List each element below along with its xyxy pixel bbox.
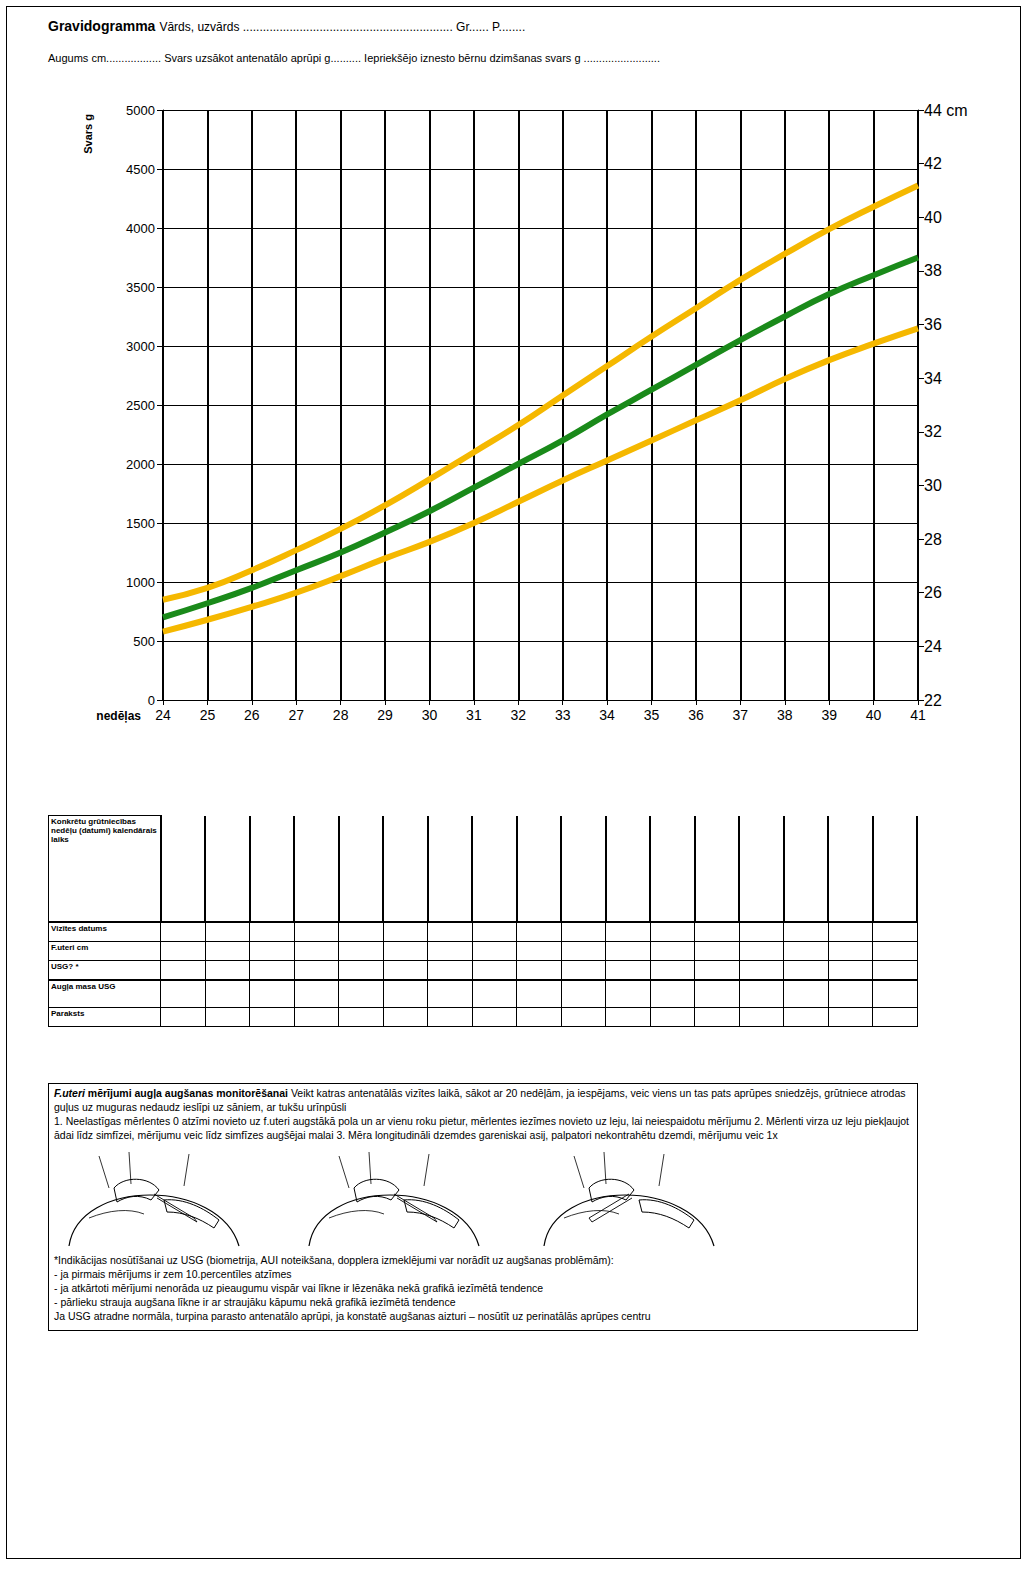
html-text:F.uteri cm: F.uteri cm (51, 943, 89, 952)
html-text:*Indikācijas nosūtīšanai uz US: *Indikācijas nosūtīšanai uz USG (biometr… (54, 1254, 614, 1267)
svg-text:2500: 2500 (126, 398, 155, 413)
svg-text:1500: 1500 (126, 516, 155, 531)
svg-text:36: 36 (688, 707, 704, 723)
svg-text:4500: 4500 (126, 162, 155, 177)
svg-text:39: 39 (821, 707, 837, 723)
html-text:- ja pirmais mērījums ir zem 1: - ja pirmais mērījums ir zem 10.percentī… (54, 1268, 292, 1281)
svg-text:1000: 1000 (126, 575, 155, 590)
html-text:Gravidogramma Vārds, uzvārds .: Gravidogramma Vārds, uzvārds ...........… (48, 18, 526, 34)
svg-text:4000: 4000 (126, 221, 155, 236)
svg-text:24: 24 (924, 638, 942, 655)
svg-text:32: 32 (924, 423, 942, 440)
html-text:1. Neelastīgas mērlentes 0 atz: 1. Neelastīgas mērlentes 0 atzīmi noviet… (54, 1114, 909, 1141)
svg-text:nedēļas: nedēļas (96, 709, 141, 723)
svg-text:30: 30 (422, 707, 438, 723)
svg-text:42: 42 (924, 155, 942, 172)
html-text:Konkrētu grūtniecības nedēļu (: Konkrētu grūtniecības nedēļu (datumi) ka… (51, 817, 157, 844)
svg-text:3500: 3500 (126, 280, 155, 295)
html-text:Vizītes datums: Vizītes datums (51, 924, 107, 933)
svg-text:25: 25 (200, 707, 216, 723)
svg-text:2000: 2000 (126, 457, 155, 472)
svg-text:34: 34 (924, 370, 942, 387)
html-text:F.uteri mērījumi augļa augšana: F.uteri mērījumi augļa augšanas monitorē… (54, 1087, 906, 1113)
svg-text:33: 33 (555, 707, 571, 723)
svg-text:22: 22 (924, 692, 942, 709)
html-text:- ja atkārtoti mērījumi nenorā: - ja atkārtoti mērījumi nenorāda uz piea… (54, 1282, 544, 1295)
svg-text:28: 28 (924, 531, 942, 548)
html-text:Augļa masa USG: Augļa masa USG (51, 982, 116, 991)
svg-text:32: 32 (511, 707, 527, 723)
svg-text:24: 24 (155, 707, 171, 723)
svg-text:500: 500 (133, 634, 155, 649)
svg-text:5000: 5000 (126, 103, 155, 118)
svg-text:40: 40 (866, 707, 882, 723)
svg-text:26: 26 (244, 707, 260, 723)
html-text:Ja USG atradne normāla, turpin: Ja USG atradne normāla, turpina parasto … (54, 1309, 651, 1322)
svg-text:38: 38 (924, 262, 942, 279)
svg-text:Svars g: Svars g (82, 114, 94, 154)
html-text:USG? *: USG? * (51, 962, 79, 971)
svg-text:30: 30 (924, 477, 942, 494)
svg-text:37: 37 (733, 707, 749, 723)
svg-text:38: 38 (777, 707, 793, 723)
svg-text:36: 36 (924, 316, 942, 333)
svg-text:29: 29 (377, 707, 393, 723)
svg-text:35: 35 (644, 707, 660, 723)
svg-text:28: 28 (333, 707, 349, 723)
svg-text:40: 40 (924, 209, 942, 226)
svg-text:31: 31 (466, 707, 482, 723)
svg-text:41: 41 (910, 707, 926, 723)
html-text:Paraksts: Paraksts (51, 1009, 85, 1018)
svg-text:34: 34 (599, 707, 615, 723)
svg-text:44 cm: 44 cm (924, 102, 968, 119)
svg-text:0: 0 (148, 693, 155, 708)
html-text:Augums cm.................. Sv: Augums cm.................. Svars uzsāko… (48, 52, 660, 64)
svg-text:27: 27 (288, 707, 304, 723)
svg-text:26: 26 (924, 584, 942, 601)
svg-text:3000: 3000 (126, 339, 155, 354)
html-text:- pārlieku strauja augšana līk: - pārlieku strauja augšana līkne ir ar s… (54, 1296, 456, 1308)
